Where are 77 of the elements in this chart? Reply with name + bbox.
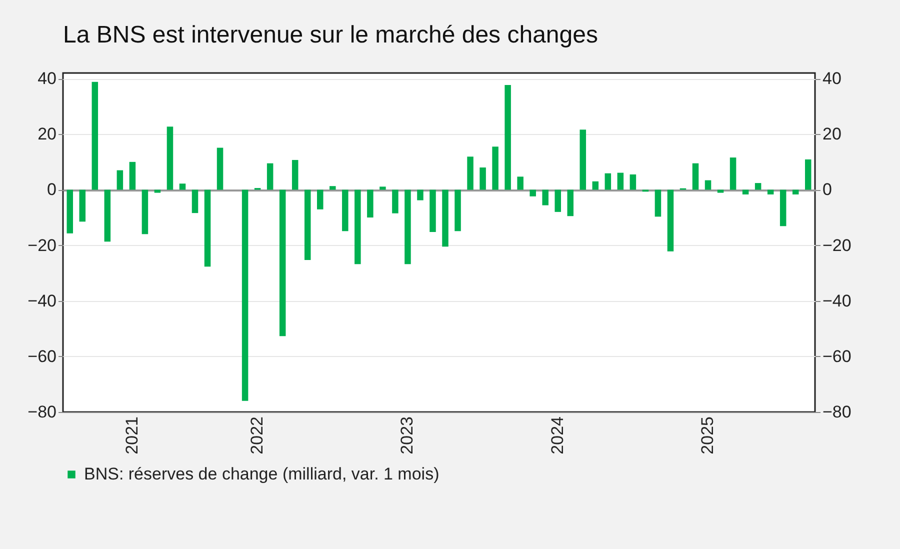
bar [442, 190, 448, 247]
bar [242, 190, 248, 401]
bar [404, 190, 411, 264]
bar [592, 181, 599, 190]
bar [667, 190, 674, 252]
bar [179, 184, 186, 190]
bar [704, 180, 712, 190]
x-tick-label: 2021 [122, 416, 142, 454]
x-tick-label: 2024 [548, 416, 567, 454]
bar [304, 190, 311, 260]
bar [116, 170, 124, 190]
y-tick-label: −40 [28, 291, 56, 310]
bar [467, 156, 474, 190]
bar [767, 190, 774, 194]
bar [417, 190, 424, 200]
bar [717, 190, 724, 193]
bar [367, 190, 374, 218]
bar [279, 190, 286, 336]
y2-tick-label: −40 [822, 291, 852, 310]
y-tick-label: −80 [28, 402, 56, 422]
bar [92, 82, 98, 190]
bar [742, 190, 749, 194]
y-tick-label: −60 [28, 346, 56, 366]
y-tick-label: 40 [38, 69, 56, 88]
bar [354, 190, 361, 264]
bar [330, 186, 336, 190]
y-tick-label: −20 [28, 236, 56, 255]
bar [792, 190, 799, 194]
bar [517, 176, 524, 190]
bar [204, 190, 211, 267]
y-tick-label: 0 [47, 180, 56, 200]
bar [266, 163, 274, 190]
bar [380, 186, 386, 190]
bar [554, 190, 561, 212]
y2-tick-label: 0 [822, 180, 832, 200]
bar [454, 190, 461, 232]
bar [317, 190, 324, 210]
bar [480, 167, 486, 190]
bar [630, 174, 636, 190]
bar [129, 162, 136, 190]
bar [192, 190, 198, 214]
bar [66, 190, 74, 234]
y2-tick-label: 40 [822, 69, 842, 88]
bar [342, 190, 348, 232]
bar [166, 126, 174, 190]
y2-tick-label: 20 [822, 124, 842, 144]
bar [780, 190, 786, 226]
bar [430, 190, 436, 232]
x-tick-label: 2023 [398, 416, 417, 454]
chart-title: La BNS est intervenue sur le marché des changes [63, 22, 598, 49]
bar [292, 160, 298, 190]
bar [567, 190, 574, 216]
bar [542, 190, 548, 206]
bar [530, 190, 536, 196]
bar [492, 146, 498, 190]
y2-tick-label: −60 [822, 346, 852, 366]
bar [504, 84, 511, 190]
bar [580, 130, 586, 190]
bar [142, 190, 148, 234]
y2-tick-label: −80 [822, 402, 852, 422]
bar [79, 190, 86, 222]
x-tick-label: 2025 [698, 416, 718, 454]
bar [154, 190, 161, 193]
bar [730, 157, 736, 190]
bar [392, 190, 398, 214]
bar [754, 183, 762, 190]
y-tick-label: 20 [38, 124, 56, 144]
bar [604, 173, 612, 190]
bar [692, 163, 699, 190]
bar [804, 159, 812, 190]
bar [617, 172, 624, 190]
legend-label: BNS: réserves de change (milliard, var. 1 mois) [84, 464, 440, 484]
y2-tick-label: −20 [822, 236, 852, 255]
x-tick-label: 2022 [248, 416, 267, 454]
bar [216, 148, 224, 190]
bar [654, 190, 662, 217]
bar [104, 190, 111, 242]
